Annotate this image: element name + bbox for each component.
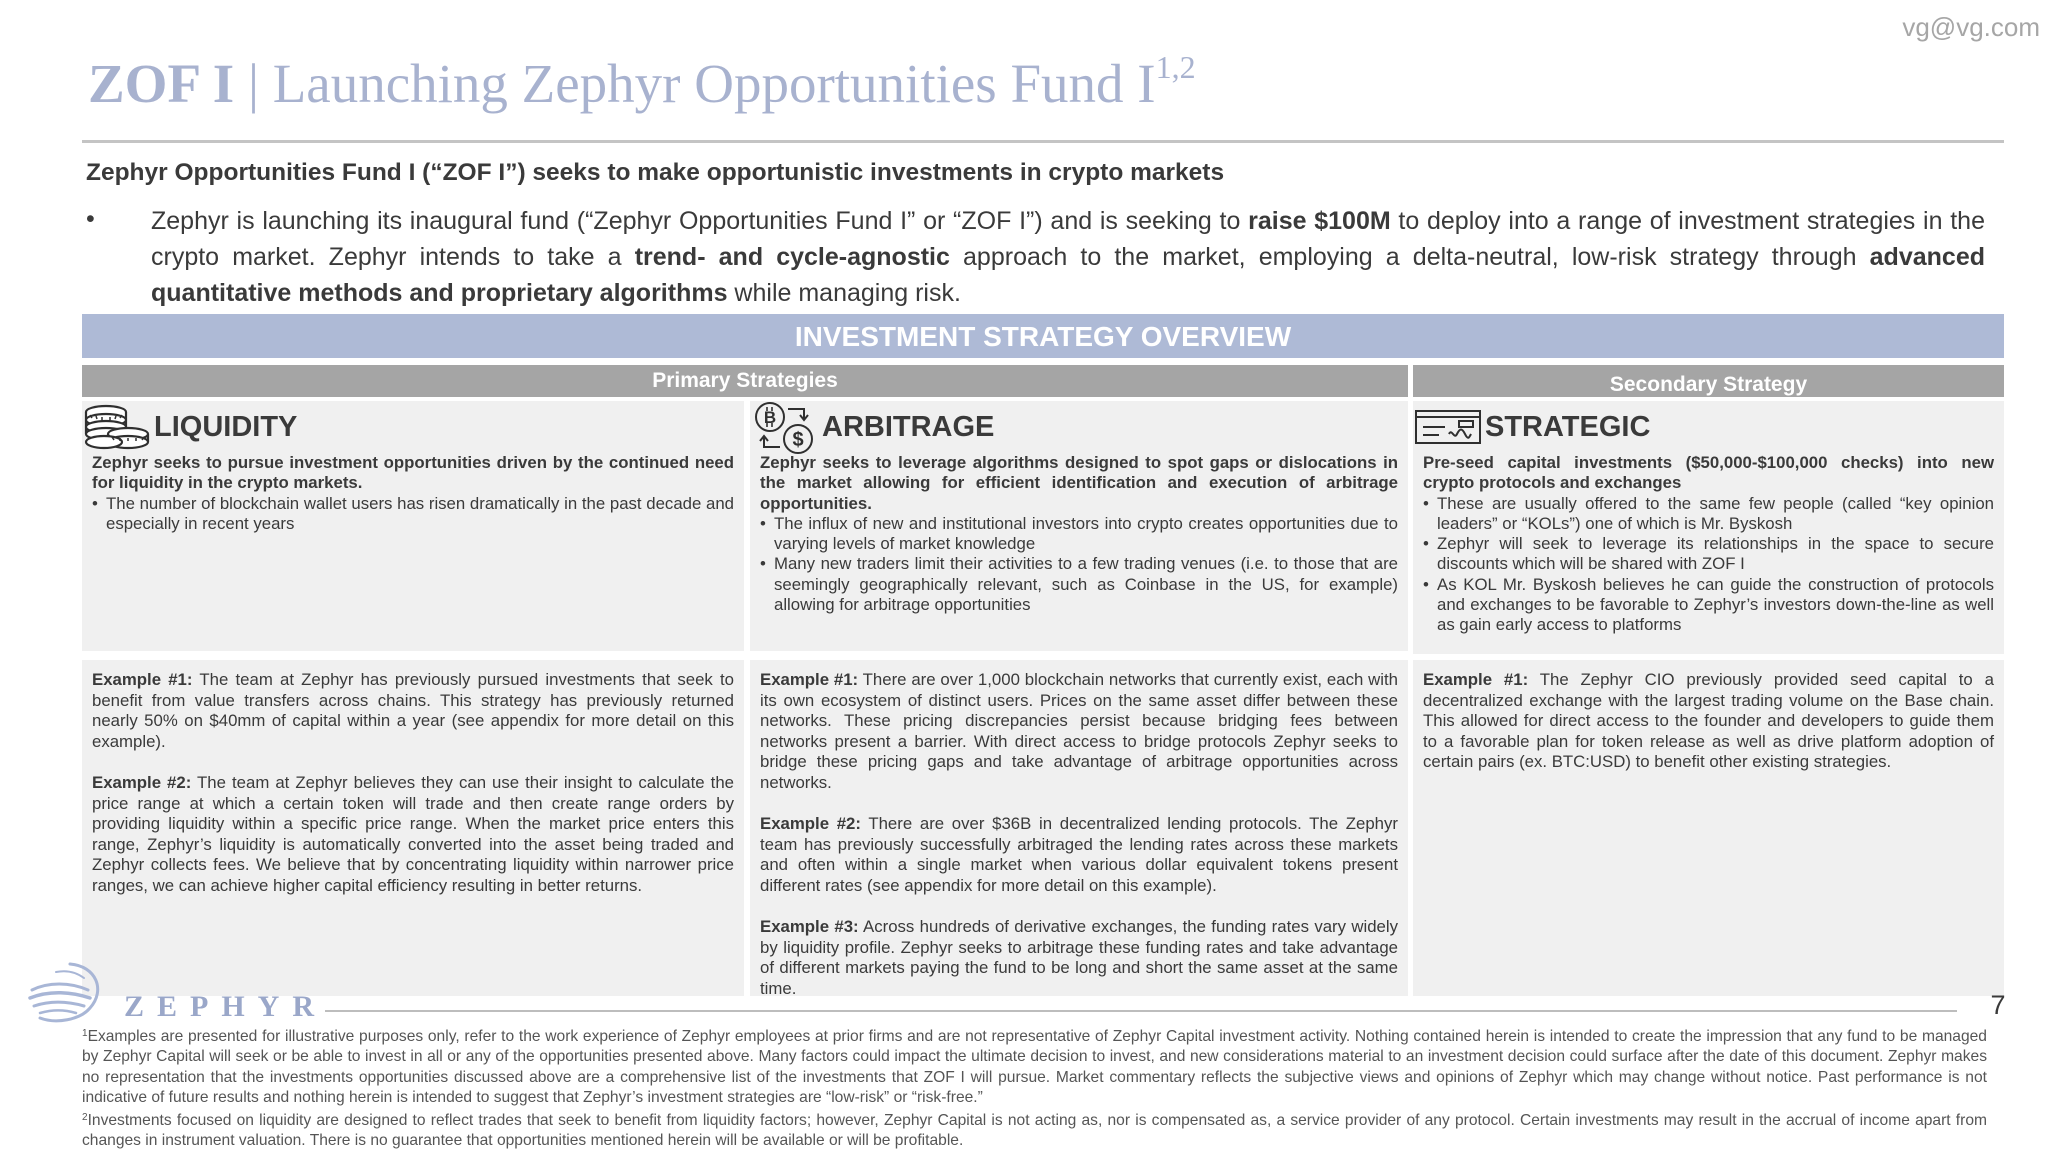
arbitrage-heading: ARBITRAGE <box>822 410 995 443</box>
footnote-2: 2Investments focused on liquidity are de… <box>82 1111 1987 1152</box>
strategic-description-panel: STRATEGIC Pre-seed capital investments (… <box>1413 401 2004 654</box>
zephyr-logo-text: ZEPHYR <box>124 990 328 1023</box>
arbitrage-example-3: Example #3: Across hundreds of derivativ… <box>760 917 1398 999</box>
arbitrage-bullet: Many new traders limit their activities … <box>760 554 1398 615</box>
strategic-examples: Example #1: The Zephyr CIO previously pr… <box>1413 660 2004 773</box>
crypto-exchange-icon: B $ <box>750 401 820 454</box>
title-separator: | <box>247 53 259 114</box>
intro-bold-3: advanced quantitative methods and propri… <box>151 243 1985 307</box>
intro-text-1: Zephyr is launching its inaugural fund (… <box>151 207 1249 235</box>
footnote-1-text: Examples are presented for illustrative … <box>82 1028 1987 1107</box>
liquidity-description: Zephyr seeks to pursue investment opport… <box>82 453 744 534</box>
strategic-heading: STRATEGIC <box>1485 410 1651 443</box>
secondary-strategy-header: Secondary Strategy <box>1413 365 2004 397</box>
arbitrage-lead: Zephyr seeks to leverage algorithms desi… <box>760 453 1398 513</box>
primary-strategies-header: Primary Strategies <box>82 365 1408 397</box>
arbitrage-description: Zephyr seeks to leverage algorithms desi… <box>750 453 1408 615</box>
strategic-examples-panel: Example #1: The Zephyr CIO previously pr… <box>1413 660 2004 996</box>
watermark-email: vg@vg.com <box>1902 12 2040 42</box>
strategic-bullet: These are usually offered to the same fe… <box>1423 494 1994 535</box>
liquidity-examples: Example #1: The team at Zephyr has previ… <box>82 660 744 897</box>
example-label: Example #2: <box>760 814 861 834</box>
page-title: ZOF I | Launching Zephyr Opportunities F… <box>88 49 1788 115</box>
liquidity-heading: LIQUIDITY <box>154 410 298 443</box>
example-text: There are over 1,000 blockchain networks… <box>760 670 1398 792</box>
liquidity-example-1: Example #1: The team at Zephyr has previ… <box>92 670 734 752</box>
arbitrage-example-2: Example #2: There are over $36B in decen… <box>760 814 1398 896</box>
example-label: Example #1: <box>760 670 859 689</box>
strategic-bullet: As KOL Mr. Byskosh believes he can guide… <box>1423 575 1994 636</box>
example-text: The Zephyr CIO previously provided seed … <box>1423 670 1994 772</box>
liquidity-bullet: The number of blockchain wallet users ha… <box>92 494 734 535</box>
footnote-1-mark: 1 <box>82 1028 88 1039</box>
arbitrage-description-panel: B $ ARBITRAGE Zephyr seeks to leverage a… <box>750 401 1408 651</box>
footer-divider <box>325 1010 1957 1012</box>
strategic-header: STRATEGIC <box>1413 401 2004 453</box>
footnote-2-text: Investments focused on liquidity are des… <box>82 1112 1987 1150</box>
overview-banner: INVESTMENT STRATEGY OVERVIEW <box>82 314 2004 358</box>
arbitrage-bullet: The influx of new and institutional inve… <box>760 514 1398 555</box>
page-number: 7 <box>1990 990 2006 1020</box>
strategic-description: Pre-seed capital investments ($50,000-$1… <box>1413 453 2004 636</box>
arbitrage-examples-panel: Example #1: There are over 1,000 blockch… <box>750 660 1408 998</box>
coins-icon <box>82 401 152 453</box>
title-main: Launching Zephyr Opportunities Fund I <box>272 53 1156 114</box>
strategic-example-1: Example #1: The Zephyr CIO previously pr… <box>1423 670 1994 773</box>
example-label: Example #1: <box>92 670 193 689</box>
liquidity-lead: Zephyr seeks to pursue investment opport… <box>92 453 734 493</box>
example-text: The team at Zephyr believes they can use… <box>92 772 734 895</box>
example-label: Example #2: <box>92 772 192 792</box>
title-code: ZOF I <box>88 53 235 114</box>
strategic-lead: Pre-seed capital investments ($50,000-$1… <box>1423 453 1994 493</box>
title-divider <box>82 140 2004 143</box>
intro-text-2: to deploy into a range of investment str… <box>151 207 1985 271</box>
intro-text-3: approach to the market, employing a delt… <box>949 243 1870 271</box>
strategic-bullet: Zephyr will seek to leverage its relatio… <box>1423 534 1994 575</box>
svg-text:$: $ <box>792 429 803 451</box>
arbitrage-bullets: The influx of new and institutional inve… <box>760 514 1398 615</box>
liquidity-bullets: The number of blockchain wallet users ha… <box>92 494 734 535</box>
liquidity-description-panel: LIQUIDITY Zephyr seeks to pursue investm… <box>82 401 744 651</box>
intro-bold-2: trend- and cycle-agnostic <box>634 243 950 271</box>
intro-paragraph: Zephyr is launching its inaugural fund (… <box>151 203 1985 311</box>
arbitrage-header: B $ ARBITRAGE <box>750 401 1408 454</box>
arbitrage-example-1: Example #1: There are over 1,000 blockch… <box>760 670 1398 794</box>
example-label: Example #3: <box>760 917 859 937</box>
example-text: The team at Zephyr has previously pursue… <box>92 670 734 751</box>
liquidity-examples-panel: Example #1: The team at Zephyr has previ… <box>82 660 744 996</box>
strategic-bullets: These are usually offered to the same fe… <box>1423 494 1994 636</box>
example-text: There are over $36B in decentralized len… <box>760 814 1398 895</box>
example-label: Example #1: <box>1423 670 1529 689</box>
zephyr-logo-mark <box>26 960 110 1031</box>
intro-bold-1: raise $100M <box>1248 207 1391 235</box>
footnote-1: 1Examples are presented for illustrative… <box>82 1027 1987 1109</box>
title-footnote-marks: 1,2 <box>1155 49 1196 85</box>
liquidity-example-2: Example #2: The team at Zephyr believes … <box>92 773 734 897</box>
liquidity-header: LIQUIDITY <box>82 401 744 453</box>
svg-text:B: B <box>764 408 776 427</box>
intro-bullet: • <box>86 205 95 233</box>
example-text: Across hundreds of derivative exchanges,… <box>760 917 1398 998</box>
arbitrage-examples: Example #1: There are over 1,000 blockch… <box>750 660 1408 1000</box>
check-icon <box>1413 401 1483 453</box>
footnote-2-mark: 2 <box>82 1112 88 1123</box>
intro-text-4: while managing risk. <box>727 279 961 307</box>
subtitle: Zephyr Opportunities Fund I (“ZOF I”) se… <box>86 159 1225 186</box>
